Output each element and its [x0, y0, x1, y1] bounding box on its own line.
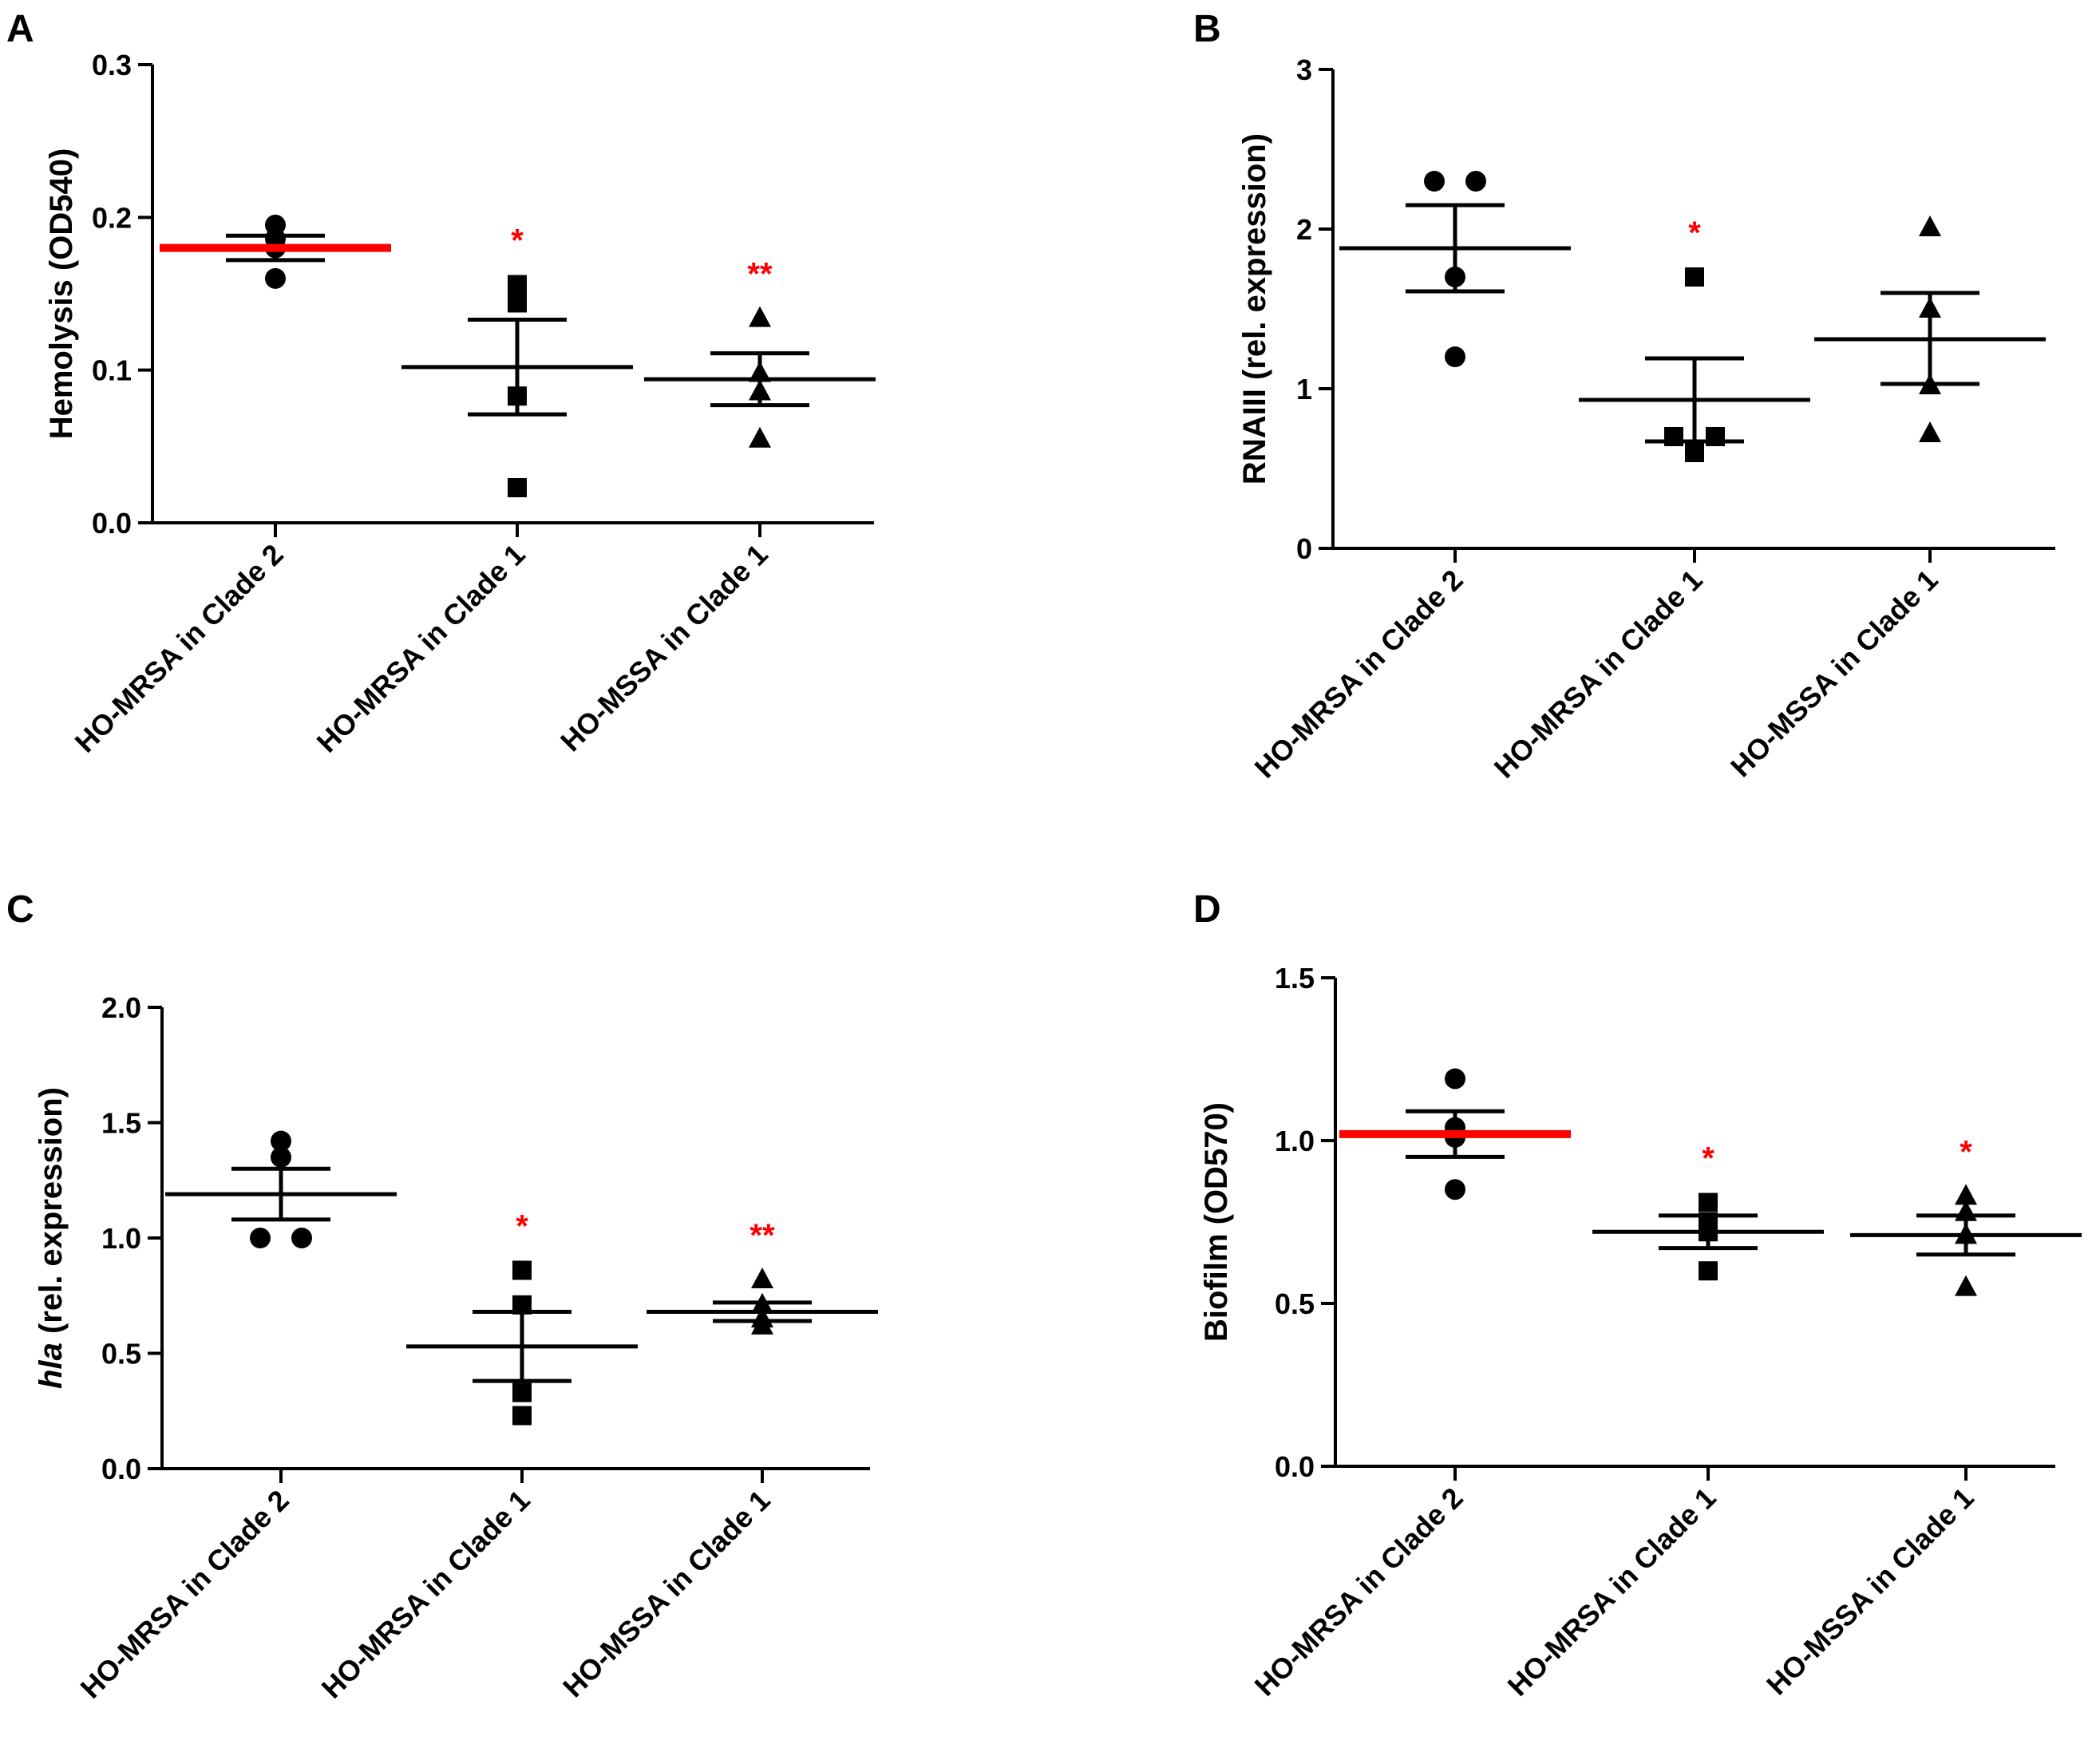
- panel-b: B 0 1 2 3 RNAIII (rel. expression) HO-MRSA in …: [1193, 8, 2055, 785]
- panel-letter: C: [6, 888, 34, 931]
- group-1: [1339, 171, 1571, 367]
- x-tick-label: HO-MRSA in Clade 2: [1248, 564, 1469, 785]
- panel-letter: A: [6, 8, 34, 50]
- group-2: *: [1592, 1141, 1824, 1281]
- y-tick-label: 0.2: [92, 201, 132, 234]
- x-tick-label: HO-MSSA in Clade 1: [1760, 1481, 1980, 1702]
- y-tick-label: 1.0: [101, 1222, 141, 1255]
- significance-marker: *: [1688, 216, 1701, 251]
- data-point-circle: [265, 267, 286, 289]
- y-tick-label: 1: [1296, 373, 1312, 405]
- significance-marker: *: [516, 1208, 528, 1244]
- data-point-triangle: [751, 1268, 773, 1289]
- data-point-square: [1685, 267, 1704, 287]
- data-point-triangle: [749, 306, 771, 327]
- significance-marker: **: [747, 257, 773, 292]
- y-axis-label-rest: (rel. expression): [34, 1087, 69, 1343]
- panel-letter: B: [1193, 8, 1221, 50]
- y-tick-label: 1.5: [1275, 962, 1315, 995]
- data-point-circle: [271, 1146, 291, 1168]
- y-tick-label: 0.0: [92, 507, 132, 540]
- data-point-circle: [1465, 171, 1486, 192]
- panel-d: D 0.0 0.5 1.0 1.5 Biofilm (OD570) HO-MRSA in C…: [1193, 888, 2082, 1703]
- y-tick-label: 2: [1296, 213, 1312, 246]
- y-tick-label: 1.5: [101, 1107, 141, 1140]
- x-tick-label: HO-MRSA in Clade 2: [69, 538, 290, 759]
- y-tick-label: 3: [1296, 53, 1312, 86]
- y-tick-label: 0.1: [92, 354, 132, 387]
- group-2: *: [401, 223, 633, 497]
- x-tick-label: HO-MRSA in Clade 2: [1248, 1481, 1469, 1703]
- y-tick-label: 0: [1296, 532, 1312, 565]
- group-3: **: [644, 257, 876, 448]
- data-point-triangle: [1919, 216, 1941, 236]
- data-point-square: [508, 477, 527, 497]
- significance-marker: *: [1702, 1141, 1714, 1177]
- data-point-circle: [1424, 171, 1445, 192]
- data-point-square: [512, 1260, 532, 1280]
- x-tick-label: HO-MRSA in Clade 1: [1488, 564, 1709, 785]
- y-axis-label: Biofilm (OD570): [1199, 1102, 1234, 1342]
- y-tick-label: 2.0: [101, 991, 141, 1024]
- y-tick-label: 0.0: [1275, 1450, 1315, 1483]
- data-point-square: [1699, 1261, 1718, 1281]
- y-axis-label-italic: hla: [34, 1343, 69, 1389]
- data-point-circle: [291, 1228, 312, 1248]
- y-axis-label: RNAIII (rel. expression): [1237, 133, 1272, 484]
- data-point-circle: [1445, 346, 1465, 367]
- data-point-triangle: [1955, 1184, 1977, 1205]
- data-point-circle: [250, 1228, 271, 1248]
- group-1: [1339, 1068, 1571, 1200]
- group-2: *: [1579, 216, 1810, 462]
- data-point-square: [1685, 443, 1704, 462]
- y-tick-label: 1.0: [1275, 1125, 1315, 1157]
- data-point-triangle: [1955, 1275, 1977, 1296]
- significance-marker: *: [1960, 1134, 1972, 1169]
- data-point-triangle: [749, 426, 771, 448]
- significance-marker: **: [749, 1218, 775, 1253]
- data-point-triangle: [1919, 421, 1941, 442]
- data-point-circle: [1445, 1179, 1465, 1200]
- data-point-square: [1699, 1192, 1718, 1212]
- group-3: [1814, 216, 2046, 442]
- group-3: **: [647, 1218, 878, 1335]
- x-tick-label: HO-MRSA in Clade 2: [74, 1484, 295, 1705]
- data-point-square: [508, 275, 527, 295]
- data-point-square: [508, 293, 527, 313]
- significance-marker: *: [511, 223, 524, 259]
- group-1: [165, 1130, 397, 1248]
- y-tick-label: 0.0: [101, 1453, 141, 1485]
- data-point-square: [512, 1406, 532, 1426]
- data-point-circle: [271, 1130, 291, 1152]
- data-point-square: [512, 1382, 532, 1402]
- x-tick-label: HO-MRSA in Clade 1: [310, 538, 532, 759]
- y-axis-label: Hemolysis (OD540): [44, 148, 79, 440]
- panel-c: C 0.0 0.5 1.0 1.5 2.0 hla (rel. expression) HO-…: [6, 888, 878, 1705]
- x-tick-label: HO-MRSA in Clade 1: [1501, 1481, 1722, 1703]
- x-tick-label: HO-MSSA in Clade 1: [554, 538, 774, 758]
- x-tick-label: HO-MSSA in Clade 1: [1724, 564, 1944, 784]
- group-3: *: [1850, 1134, 2082, 1296]
- panel-a: A 0.0 0.1 0.2 0.3 Hemolysis (OD540) HO-MRSA in…: [6, 8, 876, 759]
- panel-letter: D: [1193, 888, 1221, 931]
- group-2: *: [406, 1208, 638, 1426]
- y-tick-label: 0.5: [101, 1338, 141, 1370]
- group-1: [160, 214, 391, 289]
- data-point-triangle: [751, 1313, 773, 1335]
- y-tick-label: 0.3: [92, 49, 132, 81]
- x-tick-label: HO-MSSA in Clade 1: [556, 1484, 777, 1704]
- y-axis-label: hla (rel. expression): [34, 1087, 69, 1389]
- x-tick-label: HO-MRSA in Clade 1: [315, 1484, 536, 1705]
- data-point-circle: [1445, 1068, 1465, 1090]
- y-tick-label: 0.5: [1275, 1287, 1315, 1320]
